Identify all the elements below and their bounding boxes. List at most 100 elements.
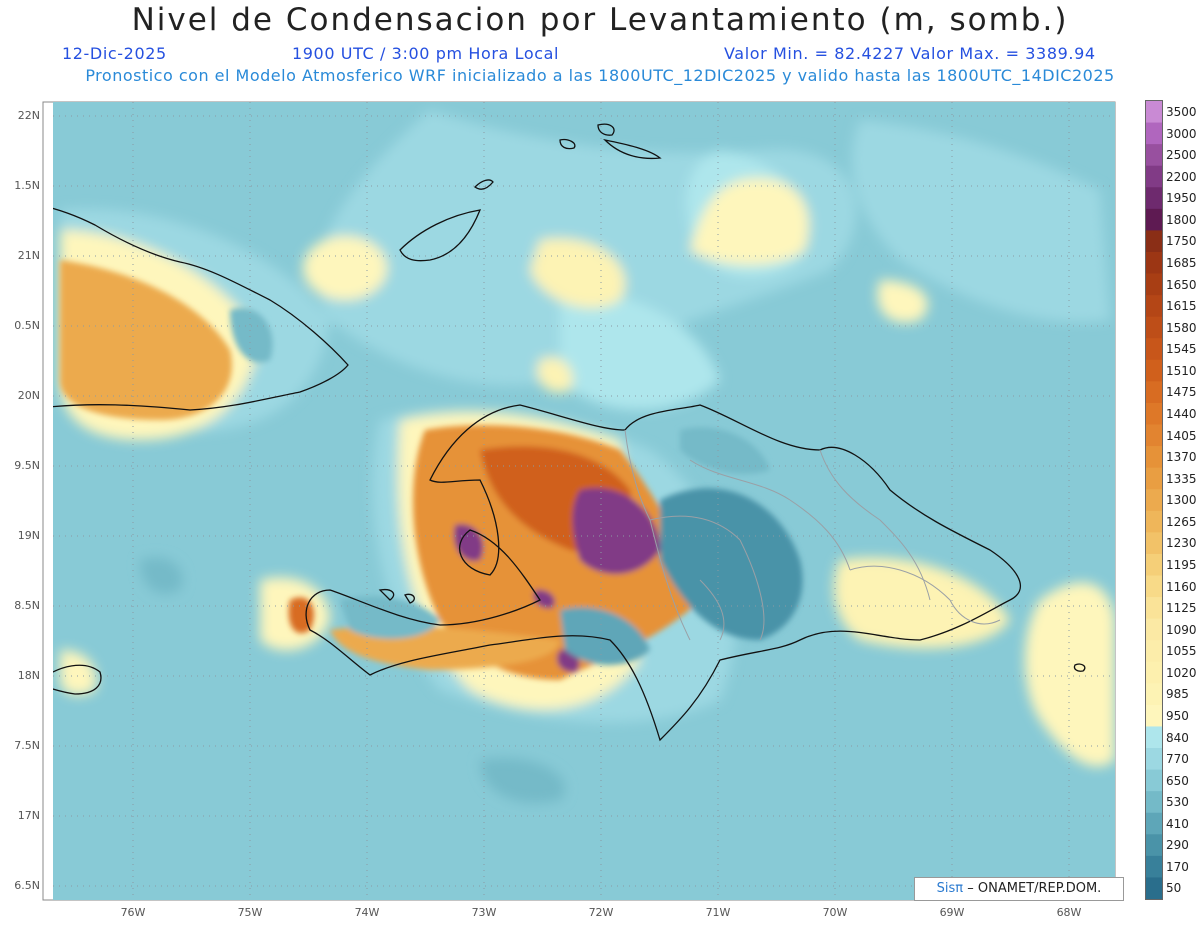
colorbar-swatch (1146, 683, 1162, 706)
colorbar-swatch (1146, 877, 1162, 899)
lat-label: 7.5N (14, 739, 40, 752)
colorbar-swatch (1146, 597, 1162, 620)
credit-box: Sisπ – ONAMET/REP.DOM. (914, 877, 1124, 901)
lat-label: 9.5N (14, 459, 40, 472)
colorbar-label: 1020 (1166, 665, 1197, 680)
colorbar-swatch (1146, 575, 1162, 598)
colorbar-label: 950 (1166, 708, 1189, 723)
colorbar-swatch (1146, 402, 1162, 426)
colorbar-swatch (1146, 704, 1162, 727)
colorbar-label: 1475 (1166, 385, 1197, 400)
colorbar-label: 1090 (1166, 622, 1197, 637)
colorbar-label: 290 (1166, 838, 1189, 853)
colorbar-label: 1545 (1166, 342, 1197, 357)
colorbar-label: 1230 (1166, 536, 1197, 551)
colorbar-label: 1800 (1166, 212, 1197, 227)
colorbar-swatch (1146, 532, 1162, 555)
colorbar-label: 1055 (1166, 644, 1197, 659)
forecast-time: 1900 UTC / 3:00 pm Hora Local (292, 44, 560, 63)
lat-label: 6.5N (14, 879, 40, 892)
colorbar-label: 1750 (1166, 234, 1197, 249)
colorbar-swatch (1146, 424, 1162, 447)
colorbar-label: 3500 (1166, 105, 1197, 119)
colorbar-label: 50 (1166, 881, 1182, 896)
graticule (53, 102, 1115, 900)
colorbar-label: 1615 (1166, 299, 1197, 314)
colorbar-swatch (1146, 273, 1162, 296)
colorbar-swatch (1146, 122, 1162, 145)
lon-label: 74W (354, 906, 380, 919)
colorbar-swatch (1146, 165, 1162, 188)
colorbar-swatch (1146, 855, 1162, 878)
colorbar-label: 1300 (1166, 493, 1197, 508)
colorbar-label: 840 (1166, 730, 1189, 745)
colorbar-swatch (1146, 618, 1162, 641)
colorbar-label: 530 (1166, 795, 1189, 810)
colorbar-swatch (1146, 661, 1162, 684)
colorbar-label: 770 (1166, 752, 1189, 766)
colorbar-swatch (1146, 834, 1162, 857)
credit-logo: Sisπ (936, 881, 964, 896)
colorbar-label: 1580 (1166, 320, 1197, 335)
lon-label: 72W (588, 906, 614, 919)
lon-label: 70W (822, 906, 848, 919)
colorbar-label: 650 (1166, 773, 1189, 788)
colorbar-label: 985 (1166, 687, 1189, 702)
lat-label: 18N (17, 669, 40, 682)
colorbar-label: 1125 (1166, 601, 1197, 616)
colorbar-label: 410 (1166, 816, 1189, 831)
lat-label: 19N (17, 529, 40, 542)
colorbar-label: 1950 (1166, 191, 1197, 206)
colorbar-swatch (1146, 316, 1162, 339)
colorbar-label: 1510 (1166, 363, 1197, 378)
colorbar-swatch (1146, 144, 1162, 167)
colorbar-label: 1405 (1166, 428, 1197, 443)
lon-label: 69W (939, 906, 965, 919)
lon-label: 73W (471, 906, 497, 919)
credit-org: – ONAMET/REP.DOM. (967, 881, 1102, 896)
colorbar-label: 2200 (1166, 169, 1197, 184)
lon-label: 76W (120, 906, 146, 919)
colorbar-label: 1335 (1166, 471, 1197, 486)
colorbar-swatch (1146, 726, 1162, 749)
colorbar (1145, 100, 1163, 900)
colorbar-swatch (1146, 230, 1162, 253)
colorbar-swatch (1146, 769, 1162, 792)
colorbar-swatch (1146, 381, 1162, 404)
lat-label: 8.5N (14, 599, 40, 612)
colorbar-swatch (1146, 208, 1162, 231)
lon-label: 71W (705, 906, 731, 919)
colorbar-label: 1440 (1166, 406, 1197, 421)
colorbar-swatch (1146, 467, 1162, 490)
colorbar-label: 1195 (1166, 557, 1197, 572)
colorbar-label: 3000 (1166, 126, 1197, 141)
colorbar-label: 1650 (1166, 277, 1197, 292)
lat-label: 1.5N (14, 179, 40, 192)
colorbar-swatch (1146, 101, 1162, 124)
min-max-values: Valor Min. = 82.4227 Valor Max. = 3389.9… (724, 44, 1096, 63)
forecast-date: 12-Dic-2025 (62, 44, 167, 63)
colorbar-label: 2500 (1166, 148, 1197, 163)
lat-label: 17N (17, 809, 40, 822)
lon-label: 68W (1056, 906, 1082, 919)
colorbar-swatch (1146, 489, 1162, 512)
colorbar-label: 1370 (1166, 450, 1197, 465)
coastlines (53, 123, 1086, 742)
colorbar-swatch (1146, 359, 1162, 382)
chart-title: Nivel de Condensacion por Levantamiento … (131, 2, 1069, 38)
colorbar-swatch (1146, 446, 1162, 469)
province-borders (624, 429, 1001, 641)
lcl-shading (53, 102, 1115, 900)
colorbar-label: 1160 (1166, 579, 1197, 594)
colorbar-swatch (1146, 812, 1162, 835)
lat-label: 20N (17, 389, 40, 402)
colorbar-label: 1685 (1166, 256, 1197, 270)
colorbar-swatch (1146, 748, 1162, 771)
colorbar-swatch (1146, 553, 1162, 576)
colorbar-swatch (1146, 640, 1162, 663)
colorbar-swatch (1146, 510, 1162, 533)
colorbar-label: 170 (1166, 859, 1189, 874)
colorbar-swatch (1146, 791, 1162, 814)
lat-label: 21N (17, 249, 40, 262)
